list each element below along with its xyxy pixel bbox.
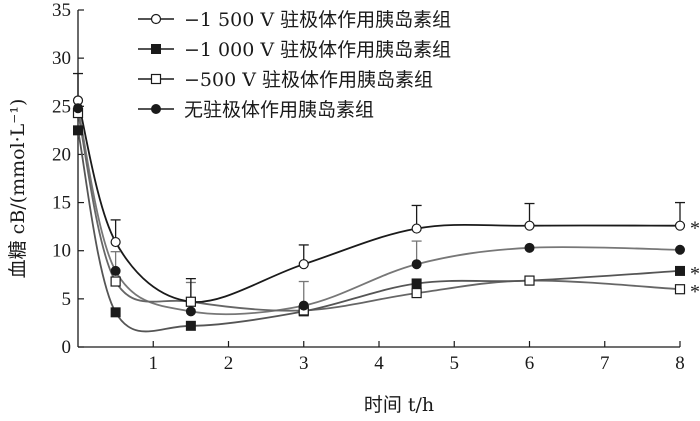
series-line <box>77 100 681 303</box>
y-axis-label: 血糖 cB/(mmol·L⁻¹) <box>7 99 29 279</box>
data-point-filled-square <box>110 307 121 318</box>
y-tick-label: 10 <box>52 241 71 262</box>
y-tick-label: 30 <box>52 48 71 69</box>
significance-mark: * <box>690 218 700 240</box>
x-tick-label: 7 <box>600 353 610 374</box>
data-point-filled-square <box>411 278 422 289</box>
y-tick-label: 35 <box>52 0 71 21</box>
data-point-filled-circle <box>411 259 422 270</box>
data-point-filled-square <box>675 265 685 276</box>
data-point-open-square <box>150 73 162 85</box>
data-point-filled-circle <box>110 265 121 276</box>
y-tick-label: 0 <box>62 337 72 358</box>
data-point-open-circle <box>524 220 535 231</box>
y-tick-label: 20 <box>52 144 71 165</box>
data-point-filled-square <box>73 125 83 136</box>
data-point-open-circle <box>411 223 422 234</box>
legend: −1 500 V 驻极体作用胰岛素组 −1 000 V 驻极体作用胰岛素组 −500… <box>138 9 451 121</box>
data-point-open-square <box>110 276 121 287</box>
x-tick-label: 5 <box>450 353 460 374</box>
legend-item: −1 500 V 驻极体作用胰岛素组 <box>138 9 451 31</box>
x-tick-label: 4 <box>374 353 384 374</box>
axis-ticks: 1 2 3 4 5 6 7 8 0 5 10 15 20 25 30 35 <box>52 0 685 374</box>
legend-label: −500 V 驻极体作用胰岛素组 <box>184 69 433 91</box>
data-point-filled-circle <box>298 300 309 311</box>
data-point-filled-circle <box>524 242 535 253</box>
x-tick-label: 3 <box>299 353 309 374</box>
x-tick-label: 1 <box>149 353 159 374</box>
legend-label: −1 500 V 驻极体作用胰岛素组 <box>184 9 451 31</box>
significance-mark: * <box>690 263 700 285</box>
legend-item: −1 000 V 驻极体作用胰岛素组 <box>138 39 451 61</box>
data-point-filled-circle <box>675 244 685 255</box>
data-point-open-square <box>524 275 535 286</box>
data-point-open-circle <box>298 259 309 270</box>
legend-label: 无驻极体作用胰岛素组 <box>184 99 374 121</box>
y-tick-label: 5 <box>62 289 72 310</box>
series-markers <box>72 95 686 331</box>
x-tick-label: 8 <box>675 353 685 374</box>
data-point-filled-square <box>151 44 161 54</box>
x-tick-label: 2 <box>224 353 234 374</box>
data-point-open-square <box>185 296 196 307</box>
x-tick-label: 6 <box>525 353 535 374</box>
data-point-open-circle <box>674 220 686 231</box>
significance-mark: * <box>690 281 700 303</box>
y-tick-label: 25 <box>52 96 71 117</box>
y-tick-label: 15 <box>52 193 71 214</box>
significance-annotations: *** <box>690 218 700 304</box>
data-point-filled-circle <box>185 306 196 317</box>
data-point-filled-circle <box>73 103 83 114</box>
series-curves <box>77 100 681 333</box>
x-axis-label: 时间 t/h <box>364 394 434 416</box>
data-point-open-square <box>411 287 422 299</box>
data-point-open-square <box>674 284 686 295</box>
data-point-filled-circle <box>151 104 161 114</box>
data-point-filled-square <box>185 320 196 331</box>
legend-label: −1 000 V 驻极体作用胰岛素组 <box>184 39 451 61</box>
legend-item: −500 V 驻极体作用胰岛素组 <box>138 69 433 91</box>
series-line <box>77 112 681 312</box>
data-point-open-circle <box>150 13 162 25</box>
data-point-open-circle <box>110 236 121 248</box>
legend-item: 无驻极体作用胰岛素组 <box>138 99 374 121</box>
